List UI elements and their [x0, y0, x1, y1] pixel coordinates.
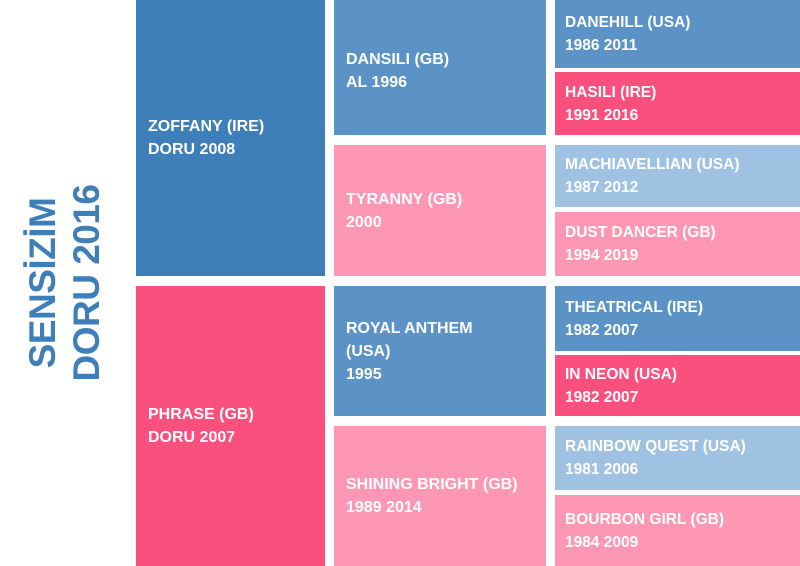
- dam-dam-box: SHINING BRIGHT (GB) 1989 2014: [334, 426, 546, 566]
- ds-dam-name: IN NEON (USA): [565, 365, 677, 383]
- sire-sire-box: DANSILI (GB) AL 1996: [334, 0, 546, 135]
- sire-dam-name: TYRANNY (GB): [346, 191, 463, 208]
- dam-name: PHRASE (GB): [148, 406, 254, 423]
- horse-color-year: DORU 2016: [66, 184, 107, 382]
- dam-sire-box: ROYAL ANTHEM (USA) 1995: [334, 286, 546, 416]
- sire-info: DORU 2008: [148, 141, 236, 158]
- ds-sire-info: 1982 2007: [565, 321, 639, 339]
- sire-dam-box: TYRANNY (GB) 2000: [334, 145, 546, 276]
- sd-dam-box: DUST DANCER (GB) 1994 2019: [555, 212, 800, 276]
- sd-dam-info: 1994 2019: [565, 247, 639, 264]
- sire-name: ZOFFANY (IRE): [148, 118, 265, 135]
- sire-sire-info: AL 1996: [346, 74, 408, 91]
- ds-sire-box: THEATRICAL (IRE) 1982 2007: [555, 286, 800, 351]
- dam-dam-name: SHINING BRIGHT (GB): [346, 476, 518, 493]
- ds-dam-info: 1982 2007: [565, 388, 639, 406]
- dd-dam-name: BOURBON GIRL (GB): [565, 510, 725, 528]
- dd-dam-box: BOURBON GIRL (GB) 1984 2009: [555, 495, 800, 566]
- dd-sire-info: 1981 2006: [565, 461, 639, 478]
- ds-sire-name: THEATRICAL (IRE): [565, 298, 704, 316]
- ss-dam-box: HASILI (IRE) 1991 2016: [555, 72, 800, 135]
- dam-sire-name: ROYAL ANTHEM: [346, 320, 473, 337]
- sd-sire-box: MACHIAVELLIAN (USA) 1987 2012: [555, 145, 800, 207]
- horse-title: SENSİZİM DORU 2016: [0, 0, 130, 566]
- ss-dam-info: 1991 2016: [565, 106, 639, 124]
- sd-sire-info: 1987 2012: [565, 179, 639, 196]
- dd-dam-info: 1984 2009: [565, 533, 639, 551]
- ss-dam-name: HASILI (IRE): [565, 83, 657, 101]
- dam-info: DORU 2007: [148, 429, 236, 446]
- horse-title-text: SENSİZİM DORU 2016: [21, 184, 109, 381]
- ss-sire-box: DANEHILL (USA) 1986 2011: [555, 0, 800, 68]
- sire-box: ZOFFANY (IRE) DORU 2008: [136, 0, 325, 276]
- dam-sire-name-2: (USA): [346, 343, 391, 360]
- sire-dam-info: 2000: [346, 214, 382, 231]
- dam-dam-info: 1989 2014: [346, 499, 422, 516]
- sire-sire-name: DANSILI (GB): [346, 51, 450, 68]
- sd-sire-name: MACHIAVELLIAN (USA): [565, 156, 740, 173]
- dam-box: PHRASE (GB) DORU 2007: [136, 286, 325, 566]
- sd-dam-name: DUST DANCER (GB): [565, 224, 716, 241]
- dd-sire-name: RAINBOW QUEST (USA): [565, 438, 746, 455]
- ss-sire-name: DANEHILL (USA): [565, 14, 691, 31]
- ss-sire-info: 1986 2011: [565, 37, 638, 54]
- ds-dam-box: IN NEON (USA) 1982 2007: [555, 355, 800, 416]
- dam-sire-info: 1995: [346, 366, 382, 383]
- dd-sire-box: RAINBOW QUEST (USA) 1981 2006: [555, 426, 800, 490]
- horse-name: SENSİZİM: [22, 197, 63, 369]
